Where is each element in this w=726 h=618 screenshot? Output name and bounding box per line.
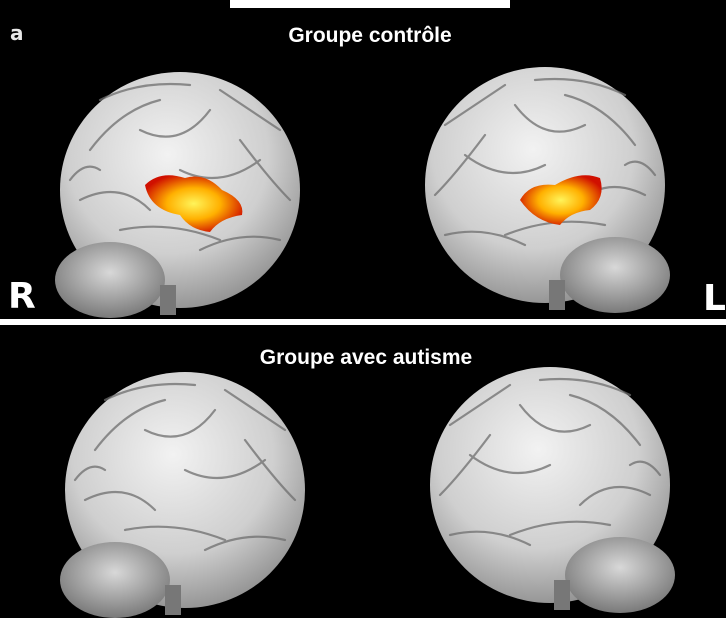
activation — [145, 175, 243, 232]
side-label: L — [703, 278, 726, 319]
side-label: R — [8, 276, 36, 317]
activation — [520, 175, 602, 225]
panel-title: Groupe avec autisme — [260, 346, 472, 369]
separator — [0, 319, 726, 325]
panel-label: a — [10, 21, 24, 45]
top-strip — [230, 0, 510, 8]
panel-title: Groupe contrôle — [288, 24, 451, 47]
